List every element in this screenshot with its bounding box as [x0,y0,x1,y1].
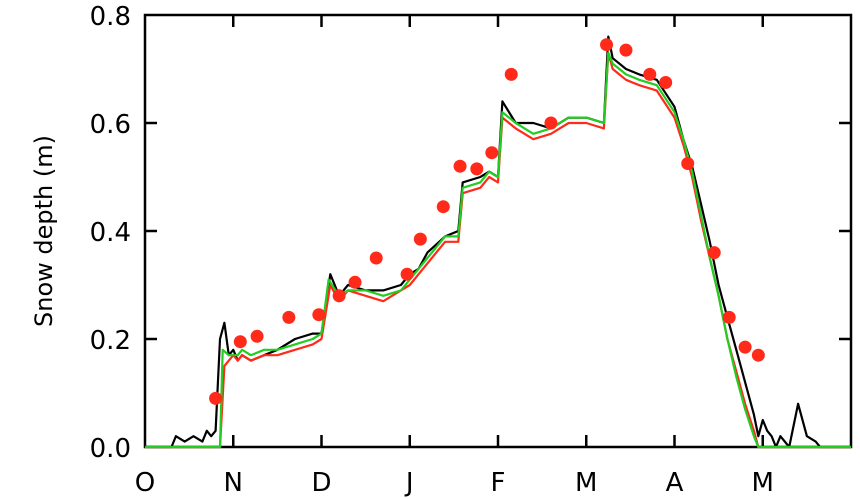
x-tick-label: N [224,468,243,498]
x-tick-label: M [752,468,774,498]
points-layer [209,38,765,405]
y-tick-label: 0.2 [90,326,131,356]
x-tick-label: J [404,468,414,498]
x-tick-label: M [575,468,597,498]
data-point [659,76,673,89]
data-point [413,232,427,246]
series-line-black [145,35,851,449]
data-point [738,340,752,354]
data-point [751,348,765,362]
data-point [643,67,657,81]
data-point [233,335,247,349]
y-axis-label: Snow depth (m) [30,135,58,327]
data-point [722,310,736,324]
y-tick-label: 0.8 [90,2,131,32]
data-point [209,391,223,405]
data-point [600,38,614,52]
series-line-red [145,51,851,449]
x-tick-label: F [491,468,506,498]
data-point [282,310,296,324]
data-point [369,251,383,265]
data-point [470,162,484,176]
x-tick-label: O [135,468,155,498]
data-point [250,329,264,343]
tick-labels: O N D J F M A M 0.0 0.2 0.4 0.6 0.8 [90,2,774,498]
data-point [504,67,518,81]
data-point [453,159,467,173]
data-point [681,157,695,170]
data-point [707,246,721,260]
series-layer [145,35,851,449]
data-point [332,289,346,303]
x-tick-label: D [311,468,331,498]
x-tick-label: A [666,468,684,498]
data-point [348,275,362,289]
data-point [544,116,558,130]
y-tick-label: 0.0 [90,434,131,464]
data-point [619,43,633,57]
data-point [436,200,450,214]
series-line-green [145,51,851,449]
data-point [312,308,326,322]
axis-ticks [145,15,851,447]
data-point [485,146,499,160]
y-tick-label: 0.6 [90,110,131,140]
y-tick-label: 0.4 [90,218,131,248]
data-point [400,267,414,281]
